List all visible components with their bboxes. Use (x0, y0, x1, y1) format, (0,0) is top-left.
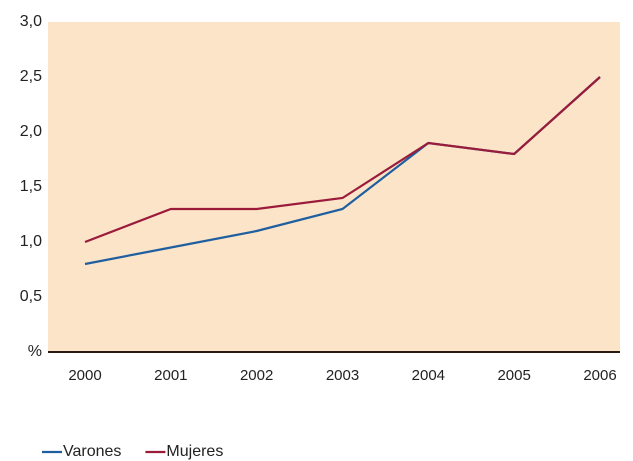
x-tick-label: 2002 (240, 367, 273, 384)
legend-label: Varones (63, 443, 121, 460)
y-tick-label: 3,0 (20, 13, 42, 30)
x-tick-label: 2001 (154, 367, 187, 384)
y-tick-label: 2,0 (20, 123, 42, 140)
x-tick-label: 2003 (326, 367, 359, 384)
x-tick-label: 2005 (497, 367, 530, 384)
series-line (84, 76, 601, 244)
y-tick-label: 1,5 (20, 178, 42, 195)
y-tick-label: % (28, 343, 42, 360)
legend-label: Mujeres (166, 443, 223, 460)
x-tick-label: 2004 (412, 367, 445, 384)
y-tick-label: 2,5 (20, 68, 42, 85)
x-tick-label: 2000 (68, 367, 101, 384)
y-tick-label: 0,5 (20, 288, 42, 305)
plot-area (48, 22, 620, 352)
x-tick-label: 2006 (583, 367, 616, 384)
y-tick-label: 1,0 (20, 233, 42, 250)
